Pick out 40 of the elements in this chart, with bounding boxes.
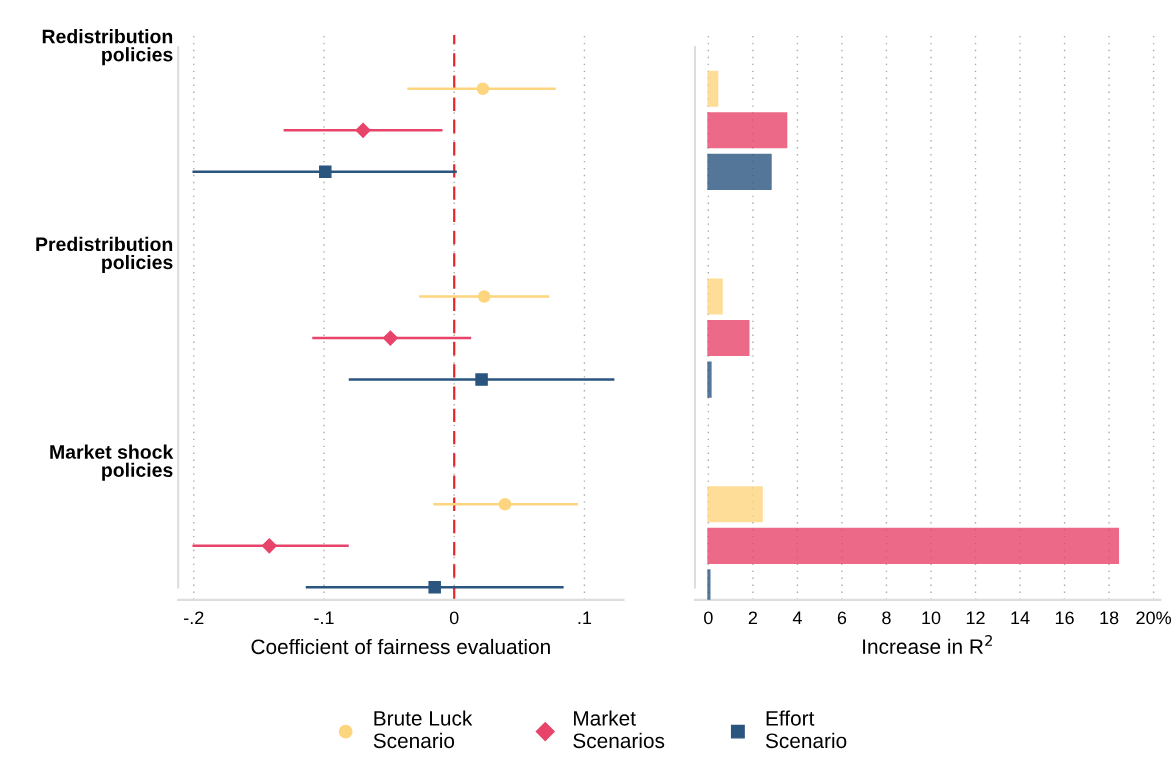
x-tick-label: 16: [1055, 611, 1074, 625]
point: [498, 498, 512, 511]
x-tick-label: 12: [966, 611, 985, 625]
x-tick-label: 18: [1100, 611, 1119, 625]
point: [428, 581, 441, 594]
bar: [707, 527, 1120, 564]
x-tick-label: 8: [882, 611, 891, 625]
bar: [707, 112, 788, 149]
x-tick-label: 14: [1011, 611, 1030, 625]
x-tick-label: 2: [748, 611, 757, 625]
point: [476, 82, 490, 95]
point: [355, 122, 371, 138]
point: [475, 373, 488, 386]
y-tick-label: Predistribution policies: [36, 236, 173, 274]
bar: [707, 319, 750, 357]
bar: [707, 361, 712, 398]
bar: [707, 153, 772, 190]
x-tick-label: 10: [922, 611, 941, 625]
x-tick-label: .1: [578, 611, 592, 625]
x-tick-label: 4: [792, 611, 802, 625]
x-tick-label: -.2: [184, 611, 204, 625]
point: [382, 330, 398, 346]
bar: [707, 486, 763, 523]
y-tick-label: Market shock policies: [50, 444, 174, 481]
legend-label: Brute Luck Scenario: [373, 710, 473, 749]
point: [319, 165, 332, 179]
legend-label: Effort Scenario: [765, 710, 847, 749]
x-tick-label: -.1: [314, 611, 334, 625]
x-tick-label: 0: [704, 611, 713, 625]
y-tick-label: Redistribution policies: [42, 29, 173, 66]
point: [261, 538, 277, 554]
bar: [707, 278, 723, 315]
x-tick-label: 0: [449, 611, 459, 625]
x-axis-title: Coefficient of fairness evaluation: [251, 638, 550, 655]
bar: [707, 70, 719, 107]
x-tick-label: 6: [837, 611, 847, 625]
point: [477, 290, 491, 303]
x-tick-label: 20%: [1136, 611, 1172, 625]
legend-label: Market Scenarios: [573, 710, 665, 749]
x-axis-title: Increase in R$^{2}$: [863, 635, 992, 655]
